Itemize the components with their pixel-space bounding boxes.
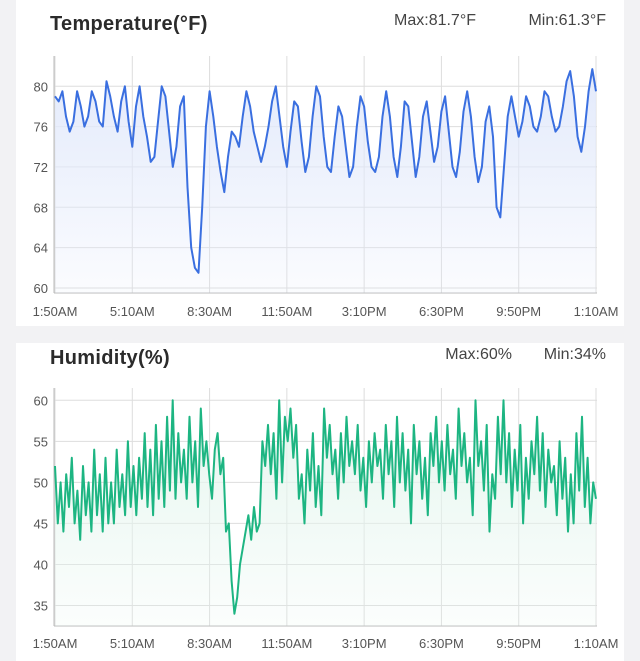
temperature-x-tick-label: 9:50PM [496,304,541,319]
humidity-max-label: Max:60% [445,346,512,363]
temperature-x-tick-label: 5:10AM [110,304,155,319]
temperature-y-tick-label: 64 [34,241,48,256]
humidity-x-tick-label: 1:50AM [33,636,78,651]
humidity-y-tick-label: 40 [34,557,48,572]
temperature-x-tick-label: 11:50AM [261,304,312,319]
humidity-y-tick-label: 35 [34,598,48,613]
temperature-chart-title: Temperature(°F) [50,13,208,35]
humidity-min-label: Min:34% [543,346,606,363]
humidity-y-tick-label: 60 [34,393,48,408]
humidity-x-tick-label: 9:50PM [496,636,541,651]
temperature-y-tick-label: 68 [34,200,48,215]
humidity-series-line [54,399,597,615]
humidity-x-tick-label: 5:10AM [110,636,155,651]
humidity-chart-card: Humidity(%) Max:60% Min:34% 35 40 45 50 55 60… [16,343,624,661]
humidity-x-tick-label: 11:50AM [261,636,312,651]
temperature-y-tick-label: 76 [34,120,48,135]
temperature-chart-card: Temperature(°F) Max:81.7°F Min:61.3°F 60… [16,0,624,326]
temperature-max-label: Max:81.7°F [394,12,476,29]
temperature-y-tick-label: 80 [34,79,48,94]
humidity-chart: 35 40 45 50 55 60 1:50AM 5:10AM 8:30AM 11:50AM 3:1… [33,388,619,651]
humidity-x-tick-label: 1:10AM [574,636,619,651]
humidity-x-tick-label: 8:30AM [187,636,232,651]
humidity-y-tick-label: 45 [34,516,48,531]
temperature-y-tick-label: 72 [34,160,48,175]
temperature-x-tick-label: 1:50AM [33,304,78,319]
humidity-x-tick-label: 6:30PM [419,636,464,651]
temperature-min-label: Min:61.3°F [528,12,606,29]
temperature-series-line [54,68,597,274]
temperature-x-tick-label: 8:30AM [187,304,232,319]
humidity-y-tick-label: 50 [34,475,48,490]
humidity-y-tick-label: 55 [34,434,48,449]
temperature-x-tick-label: 1:10AM [574,304,619,319]
temperature-y-tick-label: 60 [34,281,48,296]
temperature-x-tick-label: 3:10PM [342,304,387,319]
temperature-chart: 60 64 68 72 76 80 1:50AM 5:10AM 8:30AM 11:50AM 3:1… [33,56,619,319]
temperature-x-tick-label: 6:30PM [419,304,464,319]
humidity-chart-title: Humidity(%) [50,347,170,369]
humidity-x-tick-label: 3:10PM [342,636,387,651]
